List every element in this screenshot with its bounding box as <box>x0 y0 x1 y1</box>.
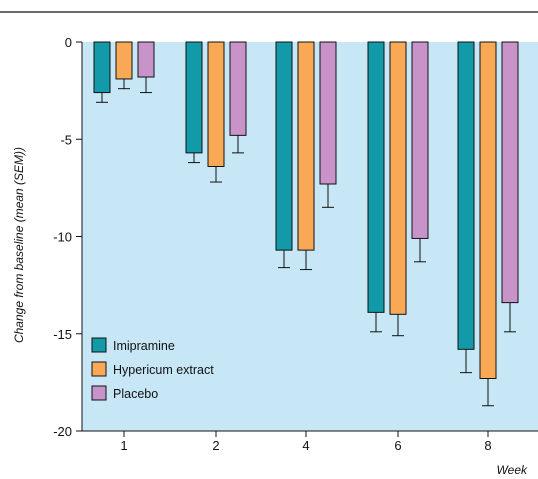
legend-swatch <box>92 338 106 352</box>
legend-swatch <box>92 386 106 400</box>
x-tick-label: 4 <box>302 438 309 453</box>
x-tick-label: 2 <box>212 438 219 453</box>
x-tick-label: 6 <box>394 438 401 453</box>
x-axis-title: Week <box>497 463 528 477</box>
bar <box>94 42 110 93</box>
y-tick-label: 0 <box>65 35 72 50</box>
bar <box>320 42 336 184</box>
bar <box>458 42 474 349</box>
y-tick-label: -15 <box>53 327 72 342</box>
x-ticks: 1 2 4 6 8 <box>120 431 491 453</box>
x-tick-label: 8 <box>484 438 491 453</box>
x-tick-label: 1 <box>120 438 127 453</box>
bar <box>368 42 384 312</box>
y-ticks: 0 -5 -10 -15 -20 <box>53 35 82 439</box>
legend-swatch <box>92 362 106 376</box>
bar <box>230 42 246 135</box>
y-axis-title: Change from baseline (mean (SEM)) <box>12 147 26 343</box>
bar <box>138 42 154 77</box>
y-tick-label: -20 <box>53 424 72 439</box>
legend-label: Imipramine <box>113 339 175 353</box>
y-tick-label: -5 <box>60 132 72 147</box>
bar <box>298 42 314 250</box>
bar <box>502 42 518 303</box>
bar <box>276 42 292 250</box>
bar <box>208 42 224 166</box>
legend-label: Hypericum extract <box>113 363 214 377</box>
bar <box>390 42 406 314</box>
bar <box>186 42 202 153</box>
y-tick-label: -10 <box>53 230 72 245</box>
bar <box>116 42 132 79</box>
bar <box>480 42 496 378</box>
legend-label: Placebo <box>113 387 158 401</box>
bar <box>412 42 428 238</box>
